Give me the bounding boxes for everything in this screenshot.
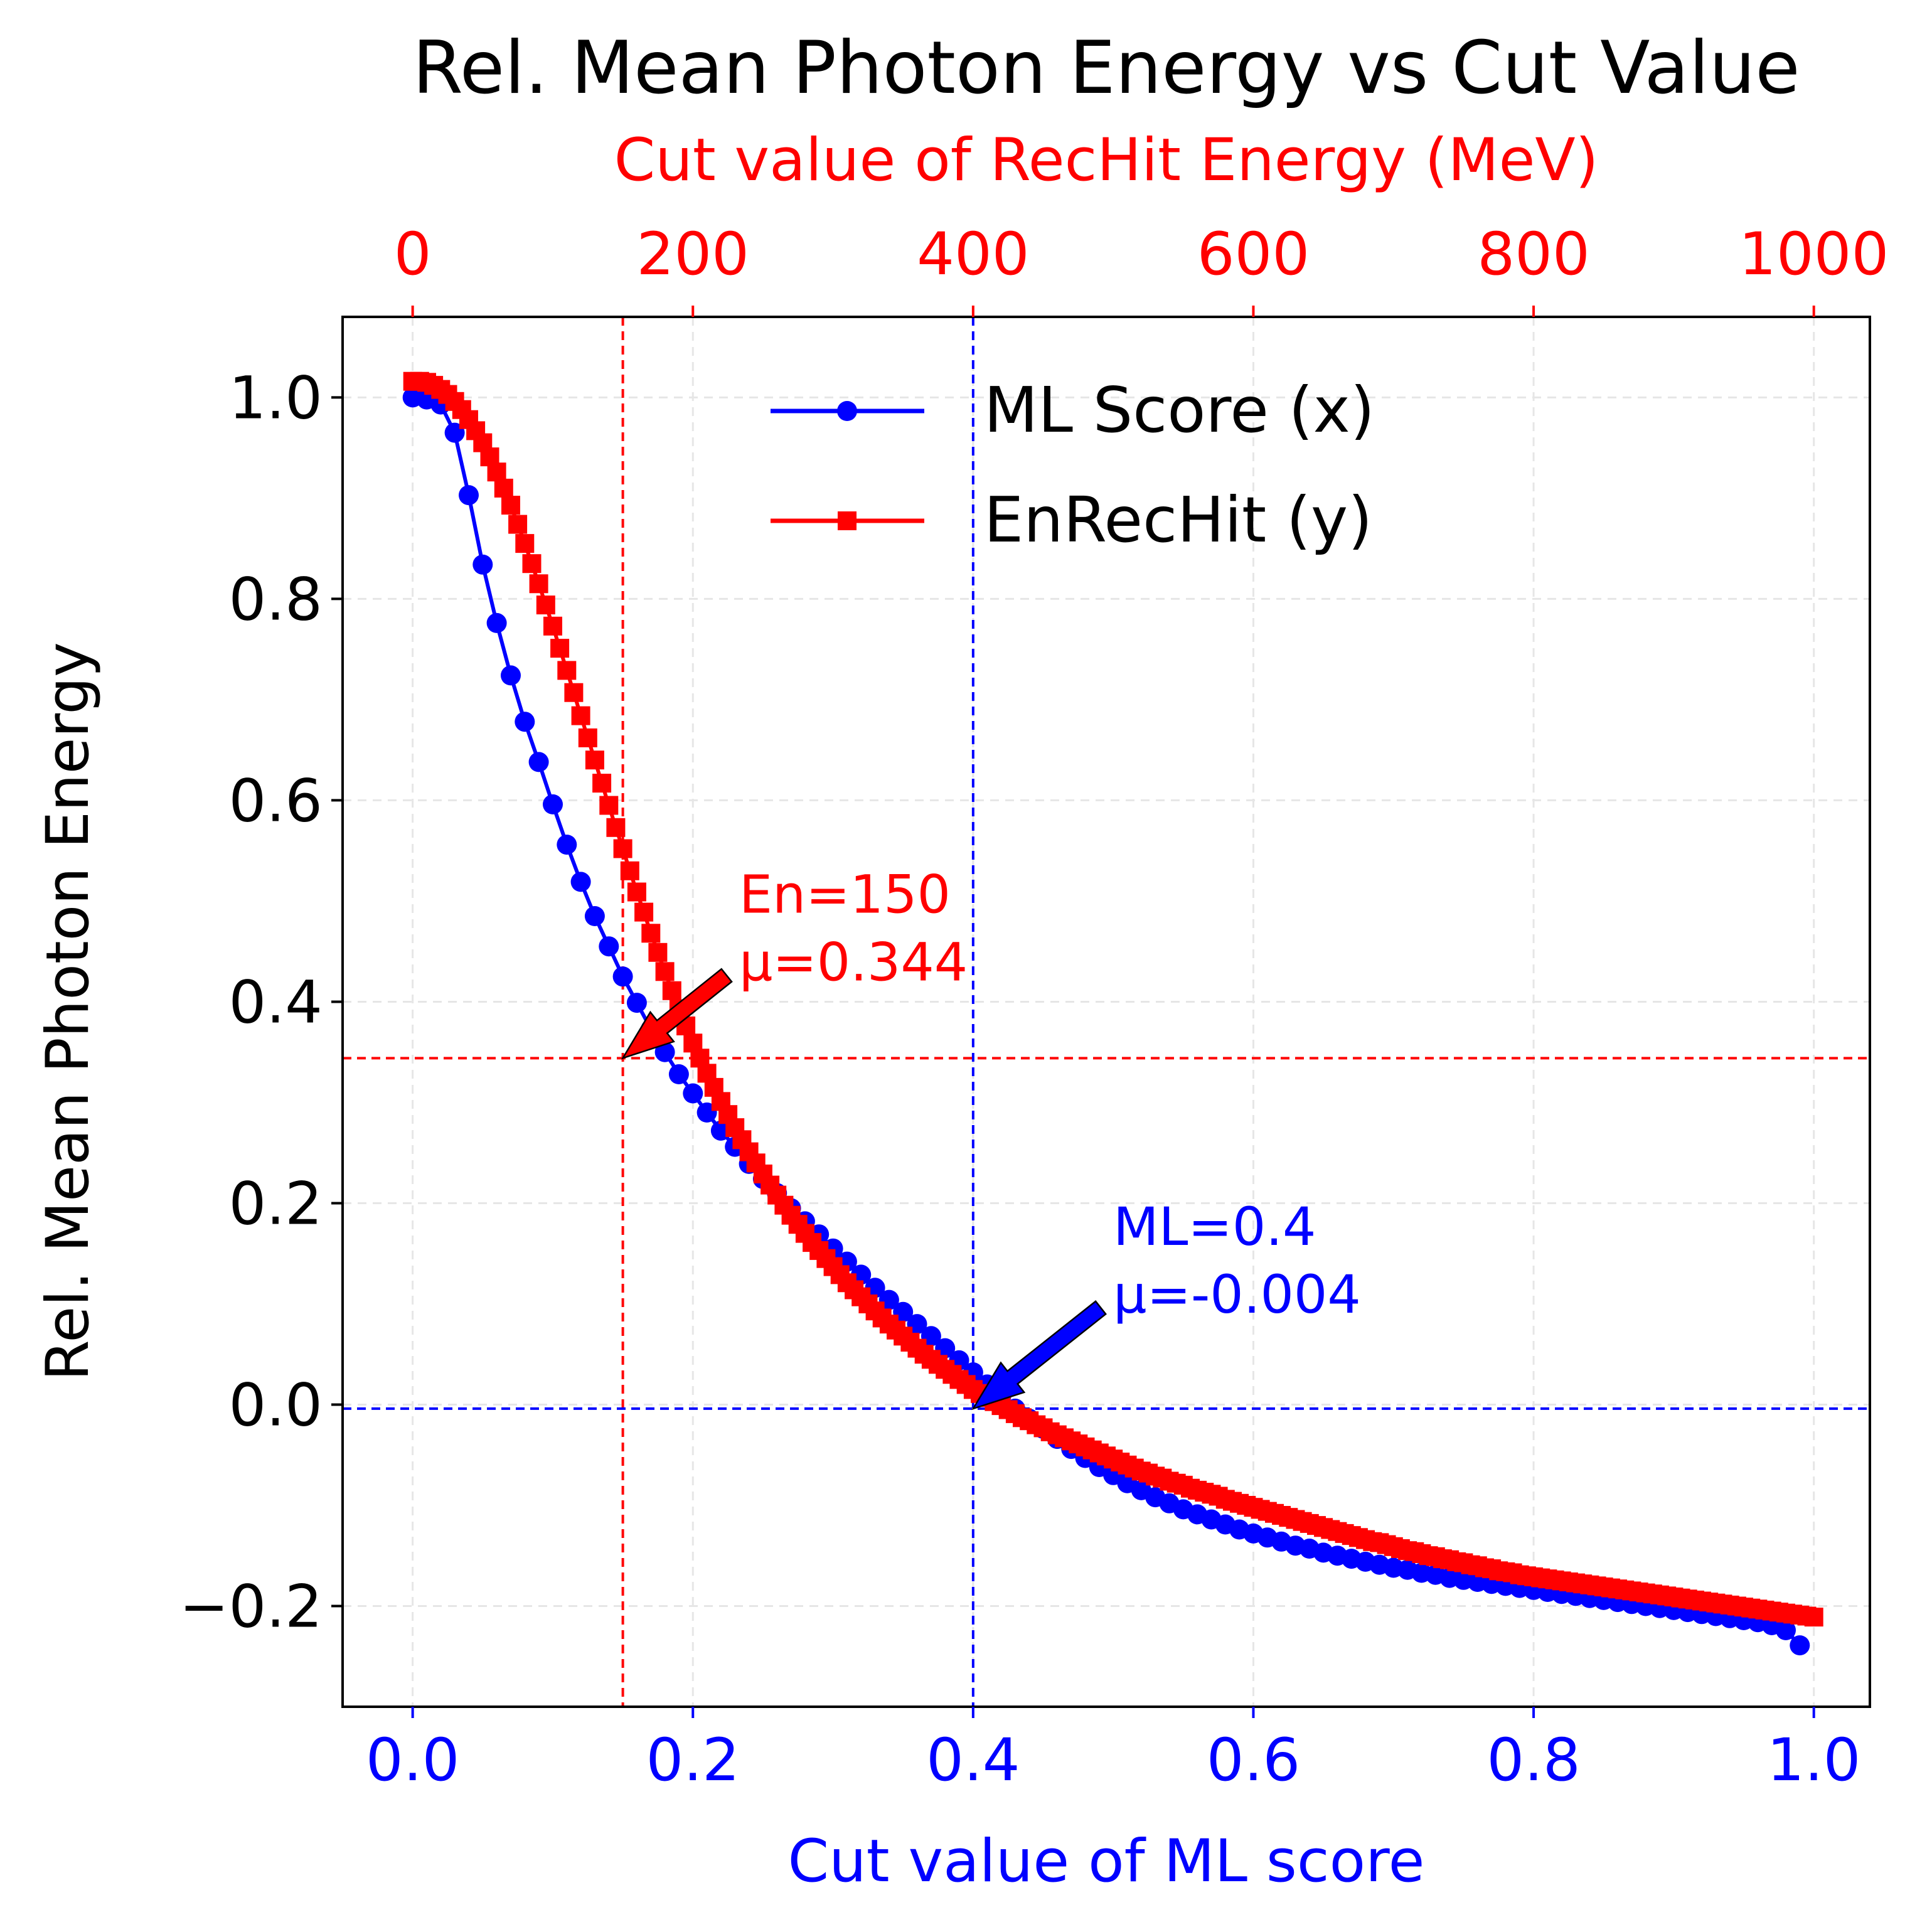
data-point xyxy=(648,942,668,962)
data-point xyxy=(585,750,604,770)
data-point xyxy=(613,839,632,858)
data-point xyxy=(557,661,577,680)
data-point xyxy=(459,485,479,506)
data-point xyxy=(1804,1608,1823,1627)
data-point xyxy=(668,1064,689,1084)
data-point xyxy=(486,612,507,633)
y-tick-label: 0.2 xyxy=(229,1170,323,1238)
data-point xyxy=(508,515,528,534)
data-point xyxy=(626,993,647,1013)
data-point xyxy=(522,554,542,574)
y-tick-label: −0.2 xyxy=(179,1572,323,1641)
data-point xyxy=(620,861,639,880)
y-tick-label: 0.6 xyxy=(229,767,323,835)
data-point xyxy=(543,616,562,636)
data-point xyxy=(557,835,577,855)
tick-layer: 1.0 0.8 0.6 0.4 0.2 0.0 −0.2 0.0 0.2 0.4 0.6 0.8 1.0… xyxy=(179,220,1889,1795)
x-bottom-tick-label: 0.6 xyxy=(1207,1726,1301,1795)
data-point xyxy=(641,924,661,943)
data-point xyxy=(487,462,506,482)
data-point xyxy=(529,574,548,594)
annotation-arrow xyxy=(621,968,733,1060)
data-point xyxy=(599,796,619,815)
data-point xyxy=(654,1042,675,1062)
data-point xyxy=(570,872,591,892)
data-point xyxy=(515,534,535,553)
x-top-tick-label: 200 xyxy=(637,220,749,289)
y-tick-label: 0.8 xyxy=(229,565,323,634)
data-point xyxy=(606,818,626,837)
data-point xyxy=(501,665,521,686)
x-bottom-tick-label: 0.8 xyxy=(1486,1726,1581,1795)
data-point xyxy=(501,496,520,515)
data-point xyxy=(550,639,570,658)
data-point xyxy=(627,882,646,902)
series-layer xyxy=(402,371,1823,1656)
x-top-tick-label: 600 xyxy=(1197,220,1310,289)
legend-label: ML Score (x) xyxy=(984,373,1375,447)
x-top-tick-label: 1000 xyxy=(1739,220,1889,289)
data-point xyxy=(655,962,675,981)
annotation-text: μ=-0.004 xyxy=(1113,1264,1361,1325)
y-tick-label: 0.4 xyxy=(229,968,323,1037)
data-point xyxy=(584,906,605,926)
legend-marker xyxy=(838,511,857,530)
y-axis-label: Rel. Mean Photon Energy xyxy=(34,642,102,1380)
data-point xyxy=(662,981,681,1000)
data-point xyxy=(599,936,619,957)
data-point xyxy=(612,966,633,987)
data-point xyxy=(536,595,555,615)
x-bottom-tick-label: 0.2 xyxy=(646,1726,740,1795)
data-point xyxy=(564,683,584,702)
data-point xyxy=(571,706,590,725)
x-bottom-tick-label: 1.0 xyxy=(1767,1726,1861,1795)
legend-marker xyxy=(837,401,857,421)
annotation-text: En=150 xyxy=(739,863,951,925)
data-point xyxy=(494,478,513,498)
legend-item-enrechit: EnRecHit (y) xyxy=(771,483,1372,557)
series-enrechit xyxy=(403,371,1823,1627)
reference-lines xyxy=(343,317,1870,1707)
y-tick-label: 1.0 xyxy=(229,364,323,432)
data-point xyxy=(1790,1635,1810,1656)
data-point xyxy=(634,902,654,922)
data-point xyxy=(1776,1620,1796,1640)
bottom-axis-label: Cut value of ML score xyxy=(788,1827,1425,1896)
top-axis-label: Cut value of RecHit Energy (MeV) xyxy=(614,126,1599,195)
annotation-text: ML=0.4 xyxy=(1113,1196,1316,1257)
data-point xyxy=(592,774,612,793)
data-point xyxy=(683,1083,703,1104)
x-top-tick-label: 0 xyxy=(394,220,432,289)
annotation-arrow xyxy=(971,1300,1107,1411)
chart-title: Rel. Mean Photon Energy vs Cut Value xyxy=(412,26,1800,110)
data-point xyxy=(578,728,597,747)
data-point xyxy=(472,554,493,575)
legend: ML Score (x) EnRecHit (y) xyxy=(771,373,1375,557)
x-bottom-tick-label: 0.0 xyxy=(366,1726,460,1795)
data-point xyxy=(515,712,535,732)
y-tick-label: 0.0 xyxy=(229,1371,323,1439)
ml-annotation: ML=0.4 μ=-0.004 xyxy=(971,1196,1361,1411)
x-top-tick-label: 800 xyxy=(1477,220,1589,289)
data-point xyxy=(528,752,549,772)
x-top-tick-label: 400 xyxy=(917,220,1029,289)
legend-item-ml-score: ML Score (x) xyxy=(771,373,1375,447)
plot-frame xyxy=(341,316,1871,1708)
x-bottom-tick-label: 0.4 xyxy=(926,1726,1020,1795)
data-point xyxy=(543,794,563,814)
annotation-text: μ=0.344 xyxy=(739,931,968,993)
legend-label: EnRecHit (y) xyxy=(984,483,1372,557)
